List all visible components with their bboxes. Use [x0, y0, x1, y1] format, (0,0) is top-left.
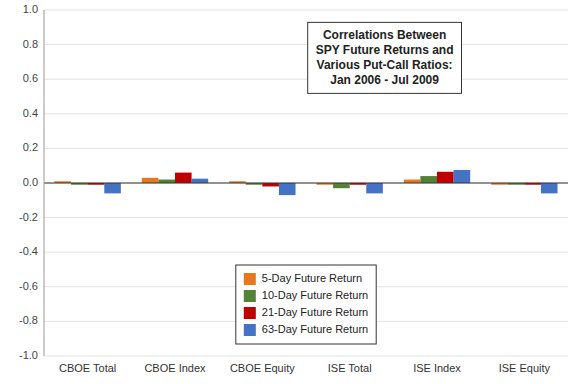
x-tick-label: CBOE Equity: [230, 362, 295, 374]
y-tick-label: 0.4: [23, 107, 38, 119]
title: Correlations BetweenSPY Future Returns a…: [316, 28, 454, 87]
x-tick-label: ISE Equity: [499, 362, 551, 374]
x-tick-label: CBOE Index: [144, 362, 206, 374]
y-tick-label: 0.8: [23, 38, 38, 50]
grid: [44, 10, 568, 356]
bar: [366, 183, 383, 193]
x-tick-label: ISE Index: [413, 362, 461, 374]
y-tick-label: -0.6: [19, 280, 38, 292]
y-axis-line: [44, 10, 45, 356]
legend-label: 63-Day Future Return: [262, 323, 368, 335]
y-tick-label: -1.0: [19, 349, 38, 361]
grid-line: [44, 10, 568, 11]
y-tick-label: -0.2: [19, 211, 38, 223]
legend: 5-Day Future Return 10-Day Future Return 2…: [236, 265, 376, 344]
grid-line: [44, 217, 568, 218]
y-tick-label: 1.0: [23, 3, 38, 15]
y-tick-label: -0.8: [19, 314, 38, 326]
bar: [404, 180, 421, 183]
y-tick-label: 0.0: [23, 176, 38, 188]
bar: [454, 170, 471, 183]
bar: [104, 183, 121, 193]
grid-line: [44, 148, 568, 149]
bar: [158, 180, 175, 183]
y-tick-label: 0.6: [23, 72, 38, 84]
legend-label: 21-Day Future Return: [262, 306, 368, 318]
bar: [142, 178, 159, 183]
bar: [333, 183, 350, 188]
legend-label: 5-Day Future Return: [262, 272, 362, 284]
chart: -1.0 -0.8 -0.6 -0.4 -0.2 0.0 0.2 0.4 0.6 0.8 1.0 CB…: [0, 0, 580, 384]
legend-frame: [236, 265, 376, 344]
grid-line: [44, 113, 568, 114]
legend-swatch: [244, 290, 256, 302]
bar: [262, 183, 279, 186]
grid-line: [44, 356, 568, 357]
grid-line: [44, 79, 568, 80]
bar: [279, 183, 296, 195]
title-box: Correlations BetweenSPY Future Returns a…: [308, 22, 462, 93]
x-tick-label: CBOE Total: [59, 362, 116, 374]
legend-swatch: [244, 273, 256, 285]
bar: [420, 176, 437, 183]
bar: [541, 183, 558, 193]
bar: [192, 179, 209, 183]
y-tick-label: -0.4: [19, 245, 38, 257]
legend-label: 10-Day Future Return: [262, 289, 368, 301]
zero-line: [44, 183, 568, 184]
grid-line: [44, 183, 568, 184]
bar: [437, 172, 454, 183]
y-tick-label: 0.2: [23, 141, 38, 153]
grid-line: [44, 252, 568, 253]
grid-line: [44, 44, 568, 45]
x-tick-label: ISE Total: [328, 362, 372, 374]
legend-swatch: [244, 307, 256, 319]
title-frame: [308, 22, 462, 93]
bar: [175, 173, 192, 183]
legend-swatch: [244, 324, 256, 336]
